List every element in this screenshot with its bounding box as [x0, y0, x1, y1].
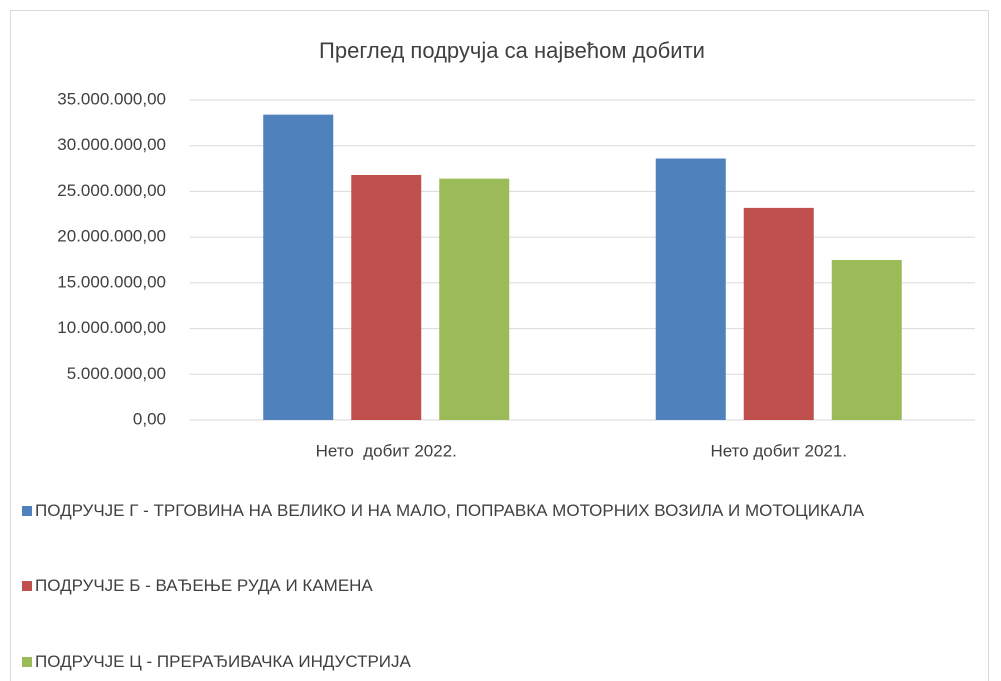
legend-swatch — [22, 581, 32, 591]
chart-frame — [10, 10, 989, 681]
chart-title: Преглед подручја са највећом добити — [319, 38, 705, 63]
legend-item: ПОДРУЧЈЕ Б - ВАЂЕЊЕ РУДА И КАМЕНА — [22, 571, 975, 601]
y-tick-label: 15.000.000,00 — [57, 272, 166, 291]
bar — [743, 207, 814, 420]
x-tick-label: Нето добит 2021. — [710, 441, 847, 460]
legend-item: ПОДРУЧЈЕ Ц - ПРЕРАЂИВАЧКА ИНДУСТРИЈА — [22, 647, 975, 677]
bar — [831, 260, 902, 420]
legend-label: ПОДРУЧЈЕ Б - ВАЂЕЊЕ РУДА И КАМЕНА — [35, 576, 373, 595]
y-tick-label: 25.000.000,00 — [57, 181, 166, 200]
bar — [263, 114, 334, 420]
legend-swatch — [22, 657, 32, 667]
legend-item: ПОДРУЧЈЕ Г - ТРГОВИНА НА ВЕЛИКО И НА МАЛ… — [22, 496, 975, 526]
bar — [655, 158, 726, 420]
legend-label: ПОДРУЧЈЕ Г - ТРГОВИНА НА ВЕЛИКО И НА МАЛ… — [35, 501, 865, 520]
y-tick-label: 10.000.000,00 — [57, 318, 166, 337]
y-tick-label: 35.000.000,00 — [57, 89, 166, 108]
y-tick-label: 5.000.000,00 — [67, 364, 166, 383]
x-tick-label: Нето добит 2022. — [316, 441, 457, 460]
bar — [439, 178, 510, 420]
y-tick-label: 0,00 — [133, 409, 166, 428]
y-tick-label: 20.000.000,00 — [57, 227, 166, 246]
legend-swatch — [22, 506, 32, 516]
y-tick-label: 30.000.000,00 — [57, 135, 166, 154]
bar — [351, 174, 422, 420]
legend-label: ПОДРУЧЈЕ Ц - ПРЕРАЂИВАЧКА ИНДУСТРИЈА — [35, 652, 411, 671]
